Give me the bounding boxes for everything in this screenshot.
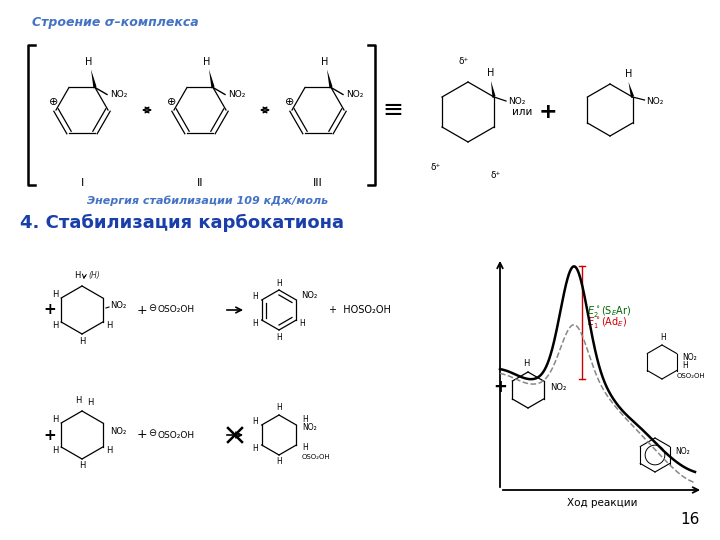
Text: NO₂: NO₂ [346,90,364,99]
Text: H: H [276,403,282,413]
Text: ⊖: ⊖ [148,303,156,313]
Text: ⊕: ⊕ [285,97,294,107]
Text: ⊖: ⊖ [148,428,156,438]
Text: δ⁺: δ⁺ [491,171,501,179]
Text: NO₂: NO₂ [228,90,246,99]
Text: H: H [85,57,93,68]
Text: H: H [276,333,282,341]
Polygon shape [491,81,495,98]
Text: H: H [253,292,258,301]
Text: H: H [321,57,329,68]
Text: +: + [44,428,56,442]
Text: H: H [106,446,112,455]
Text: H: H [253,319,258,328]
Polygon shape [91,70,96,89]
Text: H: H [682,361,688,370]
Polygon shape [629,82,634,98]
Text: (H): (H) [88,271,100,280]
Text: H: H [203,57,211,68]
Text: $\mathit{E}_1^\circ(\mathrm{Ad}_E)$: $\mathit{E}_1^\circ(\mathrm{Ad}_E)$ [587,315,627,330]
Text: H: H [276,279,282,287]
Text: NO₂: NO₂ [675,448,690,456]
Text: OSO₂OH: OSO₂OH [677,373,706,379]
Text: OSO₂OH: OSO₂OH [158,306,195,314]
Text: +  HOSO₂OH: + HOSO₂OH [329,305,391,315]
Text: OSO₂OH: OSO₂OH [158,430,195,440]
Text: +: + [137,303,148,316]
Text: H: H [106,321,112,330]
Text: H: H [52,290,58,299]
Text: I: I [81,178,84,188]
Text: H: H [625,69,632,79]
Text: H: H [302,415,307,423]
Text: $\mathit{E}_2^\circ(\mathrm{S}_E\mathrm{Ar})$: $\mathit{E}_2^\circ(\mathrm{S}_E\mathrm{… [587,304,631,319]
Text: H: H [52,415,58,424]
Text: +: + [539,102,557,122]
Text: δ⁺: δ⁺ [431,164,441,172]
Text: +: + [44,302,56,318]
Text: H: H [523,359,529,368]
Text: NO₂: NO₂ [302,422,317,431]
Text: NO₂: NO₂ [550,382,566,392]
Text: Ход реакции: Ход реакции [567,498,638,508]
Text: H: H [75,396,81,405]
Text: NO₂: NO₂ [301,291,317,300]
Text: H: H [87,398,94,407]
Text: NO₂: NO₂ [508,98,526,106]
Text: II: II [197,178,203,188]
Text: или: или [512,107,532,117]
Text: Энергия стабилизации 109 кДж/моль: Энергия стабилизации 109 кДж/моль [87,196,328,206]
Text: +: + [493,378,507,396]
Text: Строение σ–комплекса: Строение σ–комплекса [32,16,199,29]
Text: H: H [253,444,258,453]
Text: H: H [78,336,85,346]
Text: +: + [137,429,148,442]
Text: H: H [660,333,666,342]
Text: NO₂: NO₂ [110,90,127,99]
Text: H: H [74,271,80,280]
Text: H: H [276,457,282,467]
Text: H: H [52,446,58,455]
Text: H: H [302,442,307,451]
Text: H: H [300,319,305,328]
Text: H: H [52,321,58,330]
Text: III: III [313,178,323,188]
Text: ⊕: ⊕ [167,97,176,107]
Text: NO₂: NO₂ [110,301,126,310]
Text: H: H [253,417,258,426]
Polygon shape [209,70,215,89]
Text: ⊕: ⊕ [49,97,59,107]
Text: H: H [78,462,85,470]
Text: 4. Стабилизация карбокатиона: 4. Стабилизация карбокатиона [20,214,344,232]
Text: NO₂: NO₂ [682,354,697,362]
Text: OSO₂OH: OSO₂OH [302,454,330,460]
Text: H: H [487,68,495,78]
Text: δ⁺: δ⁺ [459,57,469,66]
Polygon shape [327,70,333,89]
Text: NO₂: NO₂ [647,97,664,105]
Text: NO₂: NO₂ [110,427,126,435]
Text: 16: 16 [680,512,700,527]
Text: ≡: ≡ [382,98,403,122]
